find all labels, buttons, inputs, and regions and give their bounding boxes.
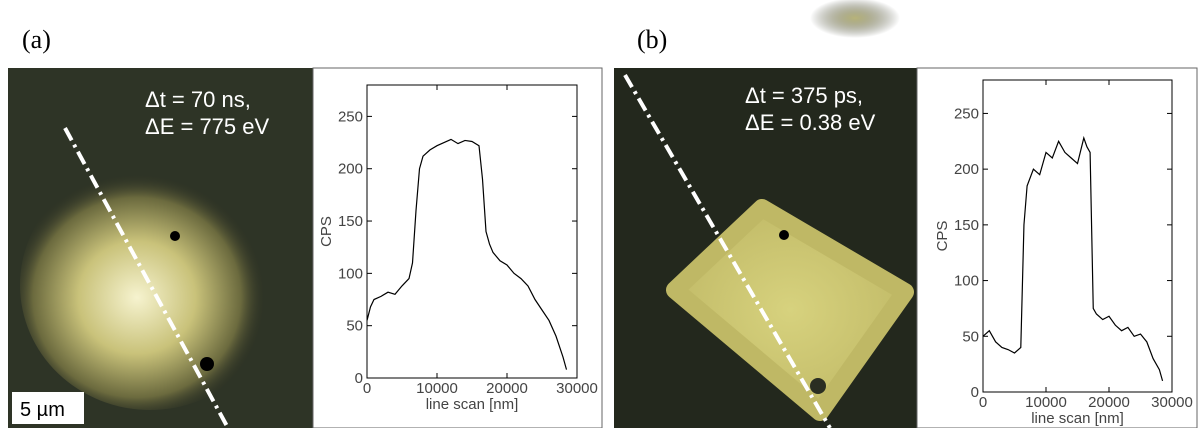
panel-label: (b) xyxy=(637,25,667,54)
x-tick-label: 30000 xyxy=(556,380,598,397)
y-tick-label: 200 xyxy=(954,161,979,178)
annotation: Δt = 70 ns, xyxy=(145,87,251,112)
x-tick-label: 20000 xyxy=(486,380,528,397)
x-tick-label: 20000 xyxy=(1088,394,1130,411)
y-axis-label: CPS xyxy=(934,221,951,252)
panel-label: (a) xyxy=(22,25,51,54)
y-tick-label: 50 xyxy=(346,318,363,335)
x-tick-label: 0 xyxy=(979,394,987,411)
x-tick-label: 30000 xyxy=(1151,394,1193,411)
x-tick-label: 10000 xyxy=(416,380,458,397)
y-axis-label: CPS xyxy=(318,216,335,247)
y-tick-label: 0 xyxy=(355,370,363,387)
x-tick-label: 10000 xyxy=(1025,394,1067,411)
x-axis-label: line scan [nm] xyxy=(1031,410,1124,427)
chart-frame xyxy=(916,67,1198,428)
micrograph: Δt = 70 ns, ΔE = 775 eV 5 µm xyxy=(8,68,313,428)
y-tick-label: 250 xyxy=(954,105,979,122)
y-tick-label: 100 xyxy=(338,265,363,282)
y-tick-label: 200 xyxy=(338,161,363,178)
y-tick-label: 0 xyxy=(971,384,979,401)
y-tick-label: 50 xyxy=(962,328,979,345)
scale-bar: 5 µm xyxy=(20,399,65,421)
annotation: ΔE = 775 eV xyxy=(145,114,269,139)
data-line xyxy=(366,138,568,370)
y-tick-label: 150 xyxy=(338,213,363,230)
x-axis-label: line scan [nm] xyxy=(426,396,519,413)
plot-area xyxy=(982,79,1173,393)
y-tick-label: 250 xyxy=(338,108,363,125)
micrograph: Δt = 375 ps, ΔE = 0.38 eV xyxy=(614,0,917,428)
annotation: ΔE = 0.38 eV xyxy=(745,110,876,135)
x-tick-label: 0 xyxy=(363,380,371,397)
y-tick-label: 150 xyxy=(954,217,979,234)
plot-area xyxy=(366,84,578,379)
y-tick-label: 100 xyxy=(954,273,979,290)
data-line xyxy=(982,135,1164,382)
chart-frame xyxy=(312,67,603,428)
annotation: Δt = 375 ps, xyxy=(745,83,863,108)
